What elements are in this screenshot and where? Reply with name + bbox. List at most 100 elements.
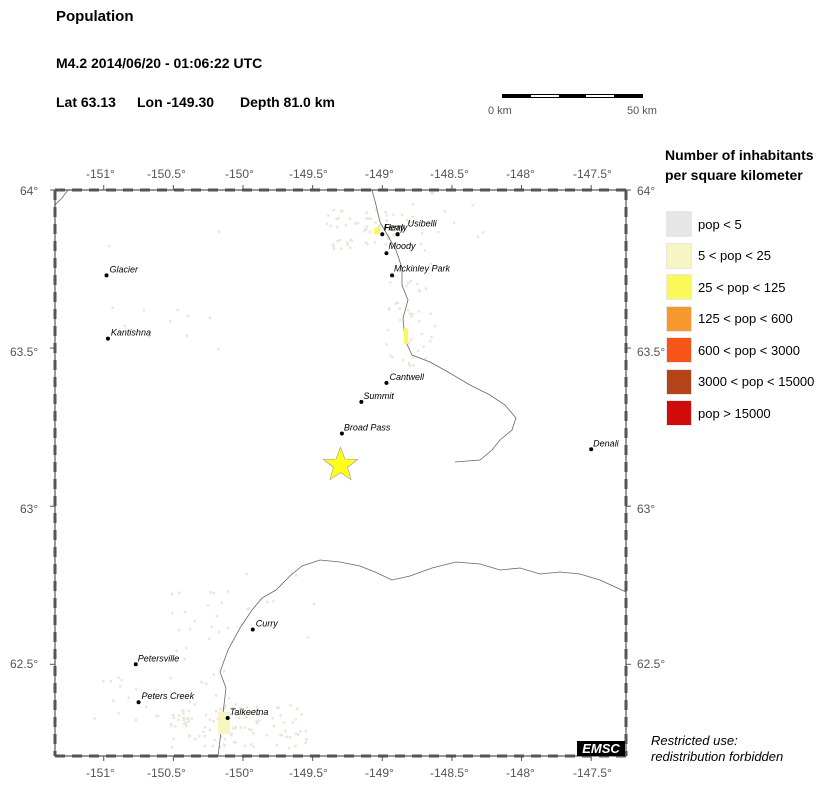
population-cell [108, 245, 111, 248]
population-cell [214, 710, 218, 713]
population-cell [362, 230, 366, 233]
population-cell [417, 310, 421, 313]
population-cell [204, 726, 207, 729]
population-cell [300, 713, 303, 716]
population-cell [394, 302, 397, 305]
population-cell [177, 714, 181, 717]
population-cell [392, 233, 395, 237]
population-cell [246, 608, 249, 611]
legend-swatch [666, 211, 692, 237]
y-tick-right: 64° [637, 184, 656, 198]
population-cell [177, 718, 180, 721]
population-cell [217, 230, 220, 234]
x-tick-top: -148.5° [430, 167, 469, 181]
population-cell [185, 646, 188, 650]
population-cell [421, 232, 424, 235]
place-marker [136, 700, 141, 705]
population-cell [171, 611, 174, 615]
population-cell [176, 308, 179, 312]
place-marker [384, 380, 389, 385]
population-cell [374, 209, 378, 212]
population-cell [348, 217, 352, 220]
population-cell [350, 239, 354, 242]
population-cell [420, 332, 424, 335]
population-cell [144, 705, 148, 709]
population-cell [184, 723, 187, 726]
population-cell [279, 733, 282, 736]
population-cell [169, 676, 172, 680]
population-cell [217, 630, 221, 634]
usage-note-line1: Restricted use: [651, 733, 738, 748]
population-cell [417, 288, 421, 292]
population-cell [336, 239, 339, 243]
population-cell [154, 715, 158, 718]
x-tick-bottom: -147.5° [573, 766, 612, 780]
population-cell [243, 744, 247, 747]
population-cell [412, 364, 415, 367]
population-cell [411, 221, 414, 224]
population-cell [258, 719, 261, 722]
population-cell [118, 685, 122, 688]
population-cell [230, 733, 233, 737]
place-label: Peters Creek [142, 691, 195, 701]
population-cell [206, 604, 210, 607]
place-label: Moody [388, 241, 416, 251]
latitude-value: Lat 63.13 [56, 94, 116, 110]
population-cell [418, 290, 422, 293]
population-cell [203, 734, 207, 738]
population-cell [256, 722, 259, 725]
population-cell [405, 218, 409, 222]
population-cell [291, 721, 294, 724]
population-cell [295, 574, 298, 577]
x-tick-bottom: -150.5° [147, 766, 186, 780]
population-cell [367, 217, 370, 220]
population-cell [232, 727, 235, 730]
population-cell [185, 724, 188, 728]
population-cell [409, 249, 413, 252]
population-cell [452, 221, 456, 225]
y-tick-left: 63° [20, 502, 39, 516]
population-cell [325, 222, 329, 225]
population-cell [296, 707, 299, 711]
place-label: Glacier [110, 264, 140, 274]
population-cell [333, 247, 336, 251]
legend-label: 3000 < pop < 15000 [698, 374, 815, 389]
population-cell [227, 626, 230, 629]
population-cell [411, 312, 414, 316]
legend-swatch [666, 400, 692, 426]
population-cell [393, 275, 396, 278]
population-cell [256, 707, 260, 710]
x-tick-top: -151° [86, 167, 115, 181]
population-cell [127, 696, 130, 699]
population-cell [432, 223, 435, 226]
population-cell [171, 713, 175, 717]
legend-swatch [666, 305, 692, 332]
population-cell [424, 287, 427, 290]
population-cell [409, 279, 413, 283]
scale-left-label: 0 km [488, 105, 512, 117]
population-cell [418, 319, 421, 323]
population-cell [242, 713, 246, 716]
place-label: Talkeetna [230, 707, 269, 717]
population-cell [340, 209, 343, 212]
population-cell [365, 225, 369, 229]
population-cell [345, 241, 349, 244]
population-cell [120, 678, 123, 682]
population-cell [335, 225, 339, 229]
population-cell [224, 704, 228, 707]
population-cell [182, 718, 185, 721]
population-cell [272, 724, 275, 728]
population-cell [279, 714, 282, 717]
population-cell [388, 235, 392, 239]
population-cell [187, 709, 191, 713]
population-cell [405, 284, 408, 288]
population-cell [369, 230, 372, 233]
population-cell [182, 716, 185, 719]
population-cell [429, 340, 432, 343]
population-cell [112, 699, 115, 702]
population-cell [298, 730, 302, 733]
place-label: Summit [363, 391, 394, 401]
population-cell [252, 745, 255, 748]
population-cell [209, 590, 212, 594]
legend-swatch [666, 337, 692, 363]
